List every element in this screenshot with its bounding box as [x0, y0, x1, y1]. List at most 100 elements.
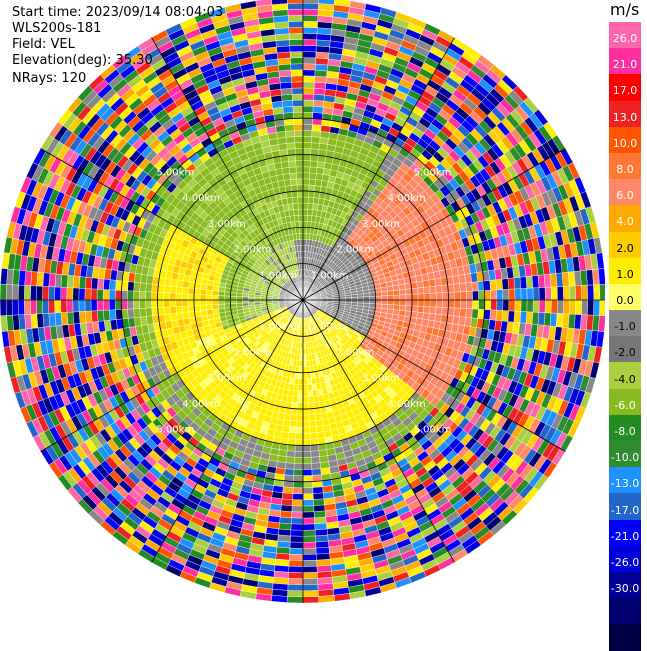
velocity-cell — [303, 167, 310, 173]
velocity-cell — [255, 295, 261, 298]
velocity-cell — [581, 285, 587, 300]
velocity-cell — [296, 421, 303, 427]
velocity-cell — [303, 506, 314, 512]
velocity-cell — [292, 396, 298, 403]
velocity-cell — [303, 88, 314, 94]
velocity-cell — [306, 233, 310, 239]
velocity-cell — [295, 149, 303, 155]
velocity-cell — [290, 378, 295, 385]
velocity-cell — [315, 64, 328, 71]
velocity-cell — [311, 222, 316, 229]
velocity-cell — [109, 280, 116, 291]
velocity-cell — [200, 295, 206, 300]
velocity-cell — [303, 445, 311, 451]
velocity-cell — [73, 288, 79, 300]
velocity-cell — [224, 292, 230, 296]
velocity-cell — [288, 155, 296, 162]
velocity-cell — [36, 300, 42, 314]
velocity-cell — [509, 289, 515, 300]
velocity-cell — [285, 131, 294, 138]
velocity-cell — [316, 420, 323, 427]
velocity-cell — [308, 396, 314, 403]
velocity-cell — [382, 296, 388, 300]
velocity-cell — [400, 295, 406, 300]
velocity-cell — [236, 300, 242, 304]
velocity-cell — [49, 287, 55, 300]
velocity-cell — [288, 591, 304, 597]
velocity-cell — [225, 288, 232, 293]
velocity-cell — [317, 432, 325, 439]
velocity-cell — [176, 293, 182, 300]
velocity-cell — [412, 294, 418, 300]
velocity-cell — [502, 279, 509, 290]
velocity-cell — [311, 149, 319, 156]
velocity-cell — [587, 285, 594, 300]
velocity-cell — [289, 384, 294, 391]
velocity-cell — [73, 300, 79, 312]
velocity-cell — [315, 70, 327, 77]
velocity-cell — [283, 173, 290, 180]
velocity-cell — [303, 246, 306, 252]
velocity-cell — [314, 517, 326, 524]
velocity-cell — [314, 505, 325, 512]
velocity-cell — [188, 300, 194, 306]
velocity-cell — [485, 290, 491, 300]
velocity-cell — [67, 312, 74, 325]
velocity-cell — [303, 0, 319, 4]
velocity-cell — [294, 130, 303, 136]
velocity-cell — [299, 215, 303, 221]
velocity-cell — [289, 427, 296, 434]
velocity-cell — [218, 300, 224, 304]
velocity-cell — [435, 278, 442, 286]
velocity-cell — [176, 280, 183, 287]
velocity-cell — [297, 179, 303, 185]
velocity-cell — [294, 457, 303, 463]
velocity-cell — [306, 240, 309, 246]
velocity-cell — [152, 292, 158, 300]
velocity-cell — [544, 274, 551, 287]
velocity-cell — [286, 457, 295, 464]
velocity-cell — [303, 403, 309, 409]
velocity-cell — [308, 191, 314, 197]
velocity-cell — [85, 277, 92, 289]
velocity-cell — [303, 173, 310, 179]
velocity-cell — [285, 469, 295, 476]
velocity-cell — [200, 305, 207, 311]
velocity-cell — [303, 597, 319, 604]
velocity-cell — [314, 82, 326, 89]
velocity-cell — [201, 284, 208, 290]
velocity-cell — [279, 523, 291, 530]
velocity-cell — [127, 291, 133, 300]
velocity-cell — [309, 415, 316, 422]
velocity-cell — [91, 278, 98, 289]
velocity-cell — [388, 295, 394, 300]
velocity-cell — [188, 294, 194, 300]
velocity-cell — [319, 595, 335, 602]
velocity-cell — [309, 179, 316, 186]
velocity-cell — [206, 295, 212, 300]
velocity-cell — [176, 313, 183, 320]
velocity-cell — [311, 143, 320, 150]
velocity-cell — [406, 289, 412, 295]
velocity-cell — [293, 100, 304, 106]
velocity-cell — [491, 290, 497, 300]
velocity-cell — [293, 106, 303, 112]
velocity-cell — [308, 197, 314, 204]
velocity-cell — [310, 161, 318, 168]
velocity-cell — [312, 469, 322, 476]
velocity-cell — [286, 137, 295, 144]
velocity-cell — [520, 277, 527, 289]
velocity-cell — [316, 553, 330, 560]
velocity-cell — [288, 572, 303, 579]
velocity-cell — [472, 282, 479, 292]
velocity-cell — [303, 185, 309, 191]
velocity-cell — [311, 451, 320, 458]
velocity-cell — [399, 289, 406, 295]
velocity-cell — [289, 27, 303, 33]
velocity-cell — [115, 290, 121, 300]
velocity-cell — [294, 209, 299, 215]
velocity-cell — [61, 312, 68, 325]
velocity-cell — [557, 286, 563, 300]
velocity-cell — [310, 167, 317, 174]
